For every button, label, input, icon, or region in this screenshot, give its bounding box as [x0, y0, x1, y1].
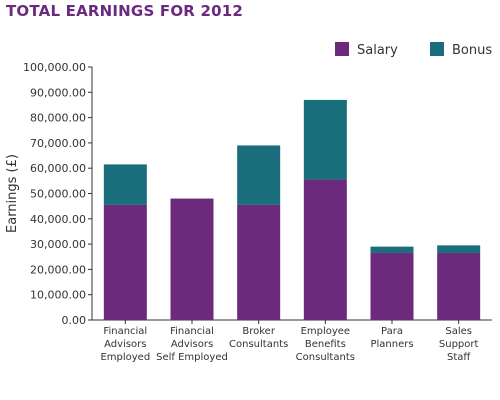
y-tick-label: 90,000.00 — [30, 86, 86, 99]
y-tick-label: 50,000.00 — [30, 188, 86, 201]
bar-bonus — [303, 99, 347, 180]
y-tick-label: 10,000.00 — [30, 289, 86, 302]
y-tick-label: 0.00 — [62, 314, 87, 327]
x-category-label: Consultants — [296, 352, 355, 363]
x-category-label: Consultants — [229, 339, 288, 350]
x-category-label: Support — [439, 339, 479, 350]
x-category-label: Employed — [100, 352, 150, 363]
x-category-label: Benefits — [305, 339, 346, 350]
y-tick-label: 40,000.00 — [30, 213, 86, 226]
y-axis-label: Earnings (£) — [5, 154, 20, 233]
bar-bonus — [437, 245, 481, 253]
y-tick-label: 70,000.00 — [30, 137, 86, 150]
legend-label-salary: Salary — [357, 43, 398, 58]
x-category-label: Financial — [170, 326, 214, 337]
y-tick-label: 30,000.00 — [30, 238, 86, 251]
bar-salary — [170, 198, 214, 320]
bar-salary — [237, 204, 281, 320]
x-category-label: Planners — [370, 339, 413, 350]
bar-salary — [303, 179, 347, 320]
x-category-label: Financial — [103, 326, 147, 337]
bar-salary — [370, 252, 414, 320]
x-category-label: Employee — [301, 326, 351, 337]
x-category-label: Para — [381, 326, 403, 337]
y-tick-label: 20,000.00 — [30, 263, 86, 276]
x-category-label: Staff — [447, 352, 471, 363]
x-category-label: Self Employed — [156, 352, 228, 363]
x-category-label: Sales — [445, 326, 472, 337]
bar-salary — [103, 204, 147, 320]
x-category-label: Advisors — [104, 339, 146, 350]
legend-swatch-salary — [335, 42, 349, 56]
x-category-label: Broker — [242, 326, 275, 337]
chart-title: TOTAL EARNINGS FOR 2012 — [6, 2, 243, 20]
bar-bonus — [370, 246, 414, 253]
x-category-label: Advisors — [171, 339, 213, 350]
y-tick-label: 100,000.00 — [23, 61, 86, 74]
bar-bonus — [237, 145, 281, 205]
y-tick-label: 80,000.00 — [30, 112, 86, 125]
bar-salary — [437, 252, 481, 320]
legend-label-bonus: Bonus — [452, 43, 492, 58]
legend-swatch-bonus — [430, 42, 444, 56]
y-tick-label: 60,000.00 — [30, 162, 86, 175]
bar-bonus — [103, 164, 147, 205]
